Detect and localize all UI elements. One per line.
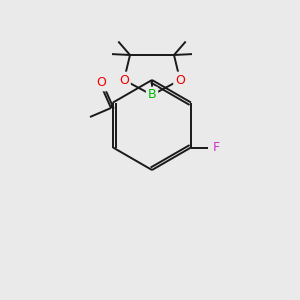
- Text: F: F: [212, 141, 220, 154]
- Text: O: O: [175, 74, 185, 86]
- Text: O: O: [119, 74, 129, 86]
- Text: B: B: [148, 88, 156, 101]
- Text: O: O: [96, 76, 106, 89]
